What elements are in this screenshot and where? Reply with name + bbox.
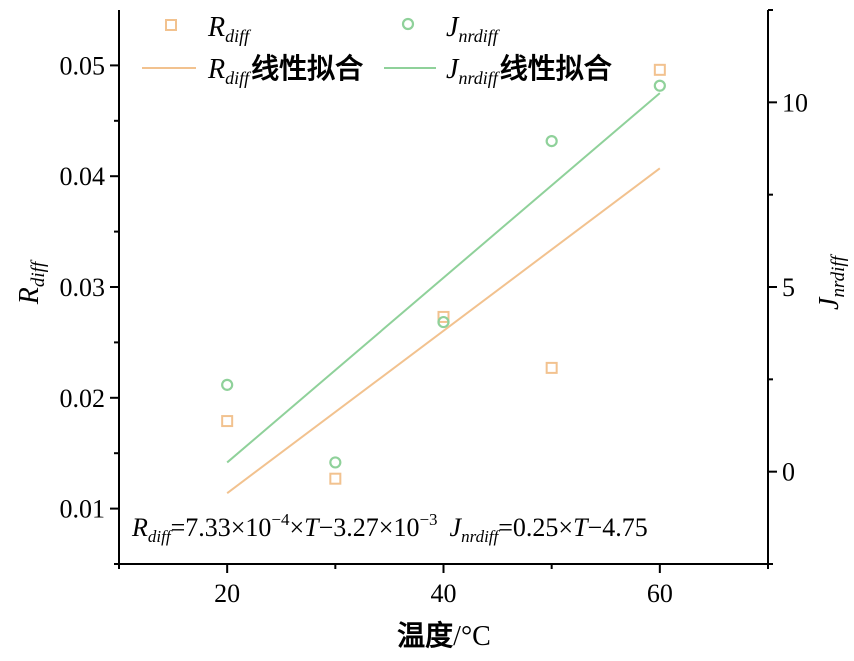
y-axis-left-title: Rdiff [14, 259, 49, 305]
axes: 20 40 60 0.01 0.02 0.03 0.04 0.05 0 5 10 [60, 9, 808, 608]
x-tick-label: 40 [431, 579, 457, 608]
legend-jnrdiff-fit-label: Jnrdiff线性拟合 [446, 52, 613, 88]
jnrdiff-point [545, 135, 558, 148]
rdiff-point [437, 310, 450, 323]
x-tick-label: 60 [647, 579, 673, 608]
jnrdiff-point [437, 315, 450, 329]
legend: Rdiff Jnrdiff Rdiff线性拟合 Jnrdiff线性拟合 [142, 12, 613, 88]
jnrdiff-fit-line [226, 92, 661, 464]
x-axis-title: 温度/°C [397, 619, 491, 652]
jnrdiff-point [653, 79, 666, 92]
y-left-tick-label: 0.02 [60, 384, 106, 413]
y-left-tick-label: 0.05 [60, 51, 106, 80]
y-right-tick-label: 10 [782, 88, 808, 117]
y-right-tick-label: 0 [782, 458, 795, 487]
rdiff-fit-line [226, 167, 661, 494]
y-left-tick-label: 0.03 [60, 273, 106, 302]
y-axis-right-title: Jnrdiff [814, 253, 849, 310]
legend-rdiff-label: Rdiff [207, 12, 252, 46]
y-left-tick-label: 0.04 [60, 162, 106, 191]
fit-equation: Rdiff=7.33×10−4×T−3.27×10−3 Jnrdiff=0.25×… [131, 510, 648, 546]
fit-lines [226, 92, 661, 494]
rdiff-point [221, 415, 234, 428]
jnrdiff-point [221, 378, 234, 391]
rdiff-point [653, 63, 666, 76]
y-right-tick-label: 5 [782, 273, 795, 302]
legend-rdiff-marker [165, 19, 177, 31]
legend-jnrdiff-marker [401, 17, 415, 31]
y-left-tick-label: 0.01 [60, 495, 106, 524]
legend-jnrdiff-label: Jnrdiff [446, 12, 501, 46]
rdiff-point [329, 472, 342, 485]
rdiff-point [545, 361, 558, 374]
data-markers [221, 63, 666, 485]
x-tick-label: 20 [214, 579, 240, 608]
jnrdiff-point [329, 456, 342, 469]
legend-rdiff-fit-label: Rdiff线性拟合 [207, 52, 364, 88]
